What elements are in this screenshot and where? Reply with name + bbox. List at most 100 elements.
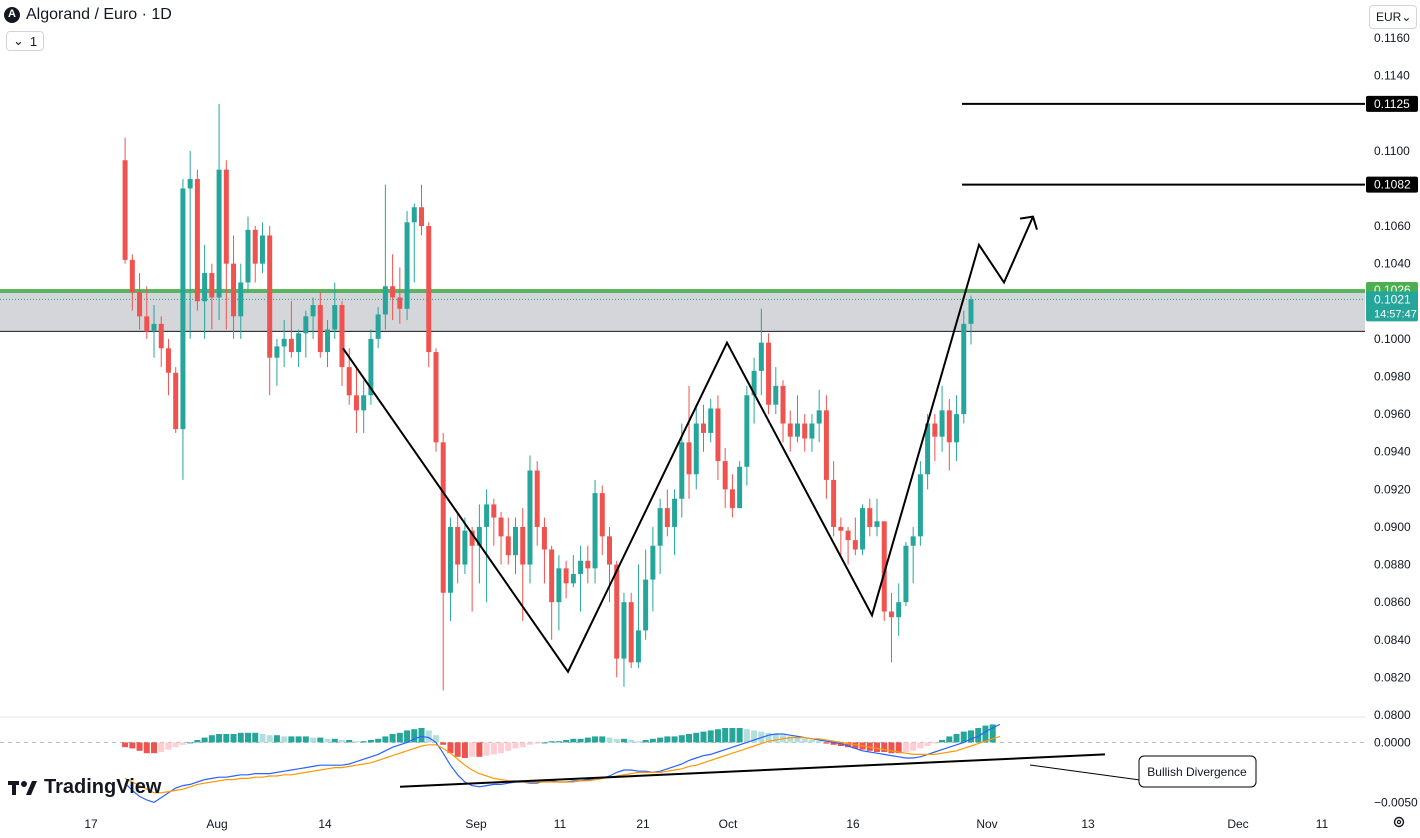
candle-body[interactable] [925, 423, 931, 475]
candle-body[interactable] [397, 297, 403, 309]
candle-body[interactable] [729, 489, 735, 509]
candle-body[interactable] [852, 540, 858, 550]
candle-body[interactable] [231, 263, 237, 317]
candle-body[interactable] [419, 207, 425, 227]
candle-body[interactable] [614, 564, 620, 659]
candle-body[interactable] [888, 611, 894, 618]
candle-body[interactable] [664, 508, 670, 527]
candle-body[interactable] [447, 526, 453, 593]
divergence-trendline[interactable] [399, 753, 1106, 788]
candle-body[interactable] [758, 342, 764, 371]
zigzag-pattern-line[interactable] [342, 216, 1034, 674]
candle-body[interactable] [578, 560, 584, 574]
candle-body[interactable] [390, 286, 396, 298]
candle-body[interactable] [838, 526, 844, 531]
candle-body[interactable] [158, 323, 164, 349]
candle-body[interactable] [599, 493, 605, 537]
candle-body[interactable] [180, 188, 186, 430]
candle-body[interactable] [476, 526, 482, 546]
candle-body[interactable] [491, 504, 497, 518]
candle-body[interactable] [635, 630, 641, 663]
candle-body[interactable] [520, 526, 526, 565]
candle-body[interactable] [498, 517, 504, 537]
candle-body[interactable] [939, 410, 945, 437]
candle-body[interactable] [137, 291, 143, 317]
candle-body[interactable] [570, 573, 576, 584]
callout-box[interactable] [1138, 755, 1257, 788]
candle-body[interactable] [766, 342, 772, 405]
candle-body[interactable] [773, 385, 779, 405]
candle-body[interactable] [303, 316, 309, 334]
candle-body[interactable] [346, 367, 352, 396]
candle-body[interactable] [209, 273, 215, 298]
candle-body[interactable] [296, 333, 302, 353]
candle-body[interactable] [896, 602, 902, 618]
candle-body[interactable] [628, 602, 634, 663]
candle-body[interactable] [672, 498, 678, 527]
candle-body[interactable] [657, 508, 663, 546]
candle-body[interactable] [202, 273, 208, 302]
candle-body[interactable] [686, 442, 692, 475]
candle-body[interactable] [954, 414, 960, 443]
candle-body[interactable] [310, 305, 316, 317]
candle-body[interactable] [281, 338, 287, 347]
candle-body[interactable] [816, 410, 822, 424]
candle-body[interactable] [440, 442, 446, 593]
candle-body[interactable] [288, 338, 294, 353]
candle-body[interactable] [339, 305, 345, 368]
candle-body[interactable] [585, 560, 591, 569]
symbol-title[interactable]: Algorand / Euro · 1D [26, 6, 172, 23]
candle-body[interactable] [968, 299, 974, 324]
candle-body[interactable] [715, 408, 721, 462]
symbol-header[interactable]: Algorand / Euro · 1D [4, 6, 172, 24]
candle-body[interactable] [165, 348, 171, 373]
tradingview-logo[interactable]: TradingView [8, 776, 161, 799]
candle-body[interactable] [173, 372, 179, 430]
candle-body[interactable] [946, 410, 952, 443]
candle-body[interactable] [881, 521, 887, 612]
candle-body[interactable] [910, 536, 916, 546]
candle-body[interactable] [527, 470, 533, 565]
candle-body[interactable] [223, 169, 229, 264]
candle-body[interactable] [744, 395, 750, 467]
candle-body[interactable] [368, 338, 374, 396]
candle-body[interactable] [267, 235, 273, 358]
candle-body[interactable] [534, 470, 540, 527]
candle-body[interactable] [151, 323, 157, 332]
candle-body[interactable] [462, 530, 468, 565]
candle-body[interactable] [194, 179, 200, 302]
candle-body[interactable] [245, 229, 251, 283]
currency-selector[interactable]: EUR ⌄ [1369, 5, 1417, 29]
candle-body[interactable] [411, 207, 417, 223]
candle-body[interactable] [700, 423, 706, 433]
candle-body[interactable] [404, 222, 410, 309]
candle-body[interactable] [317, 305, 323, 353]
candle-body[interactable] [252, 229, 258, 264]
candle-body[interactable] [513, 526, 519, 556]
candle-body[interactable] [592, 493, 598, 569]
candle-body[interactable] [375, 314, 381, 339]
candle-body[interactable] [708, 408, 714, 433]
candle-body[interactable] [484, 504, 490, 527]
candle-body[interactable] [737, 466, 743, 509]
signal-line[interactable] [124, 735, 1001, 794]
candle-body[interactable] [556, 568, 562, 603]
candle-body[interactable] [238, 282, 244, 317]
candle-body[interactable] [382, 286, 388, 315]
candle-body[interactable] [903, 545, 909, 603]
candle-body[interactable] [823, 410, 829, 480]
candle-body[interactable] [917, 474, 923, 537]
candle-body[interactable] [541, 526, 547, 550]
candle-body[interactable] [860, 508, 866, 550]
candle-body[interactable] [809, 423, 815, 439]
candle-body[interactable] [802, 423, 808, 439]
candle-body[interactable] [867, 508, 873, 527]
candle-body[interactable] [274, 346, 280, 358]
resistance-zone[interactable] [0, 289, 1365, 332]
candle-body[interactable] [216, 169, 222, 298]
candle-body[interactable] [505, 536, 511, 556]
candle-body[interactable] [780, 385, 786, 424]
candle-body[interactable] [621, 602, 627, 659]
